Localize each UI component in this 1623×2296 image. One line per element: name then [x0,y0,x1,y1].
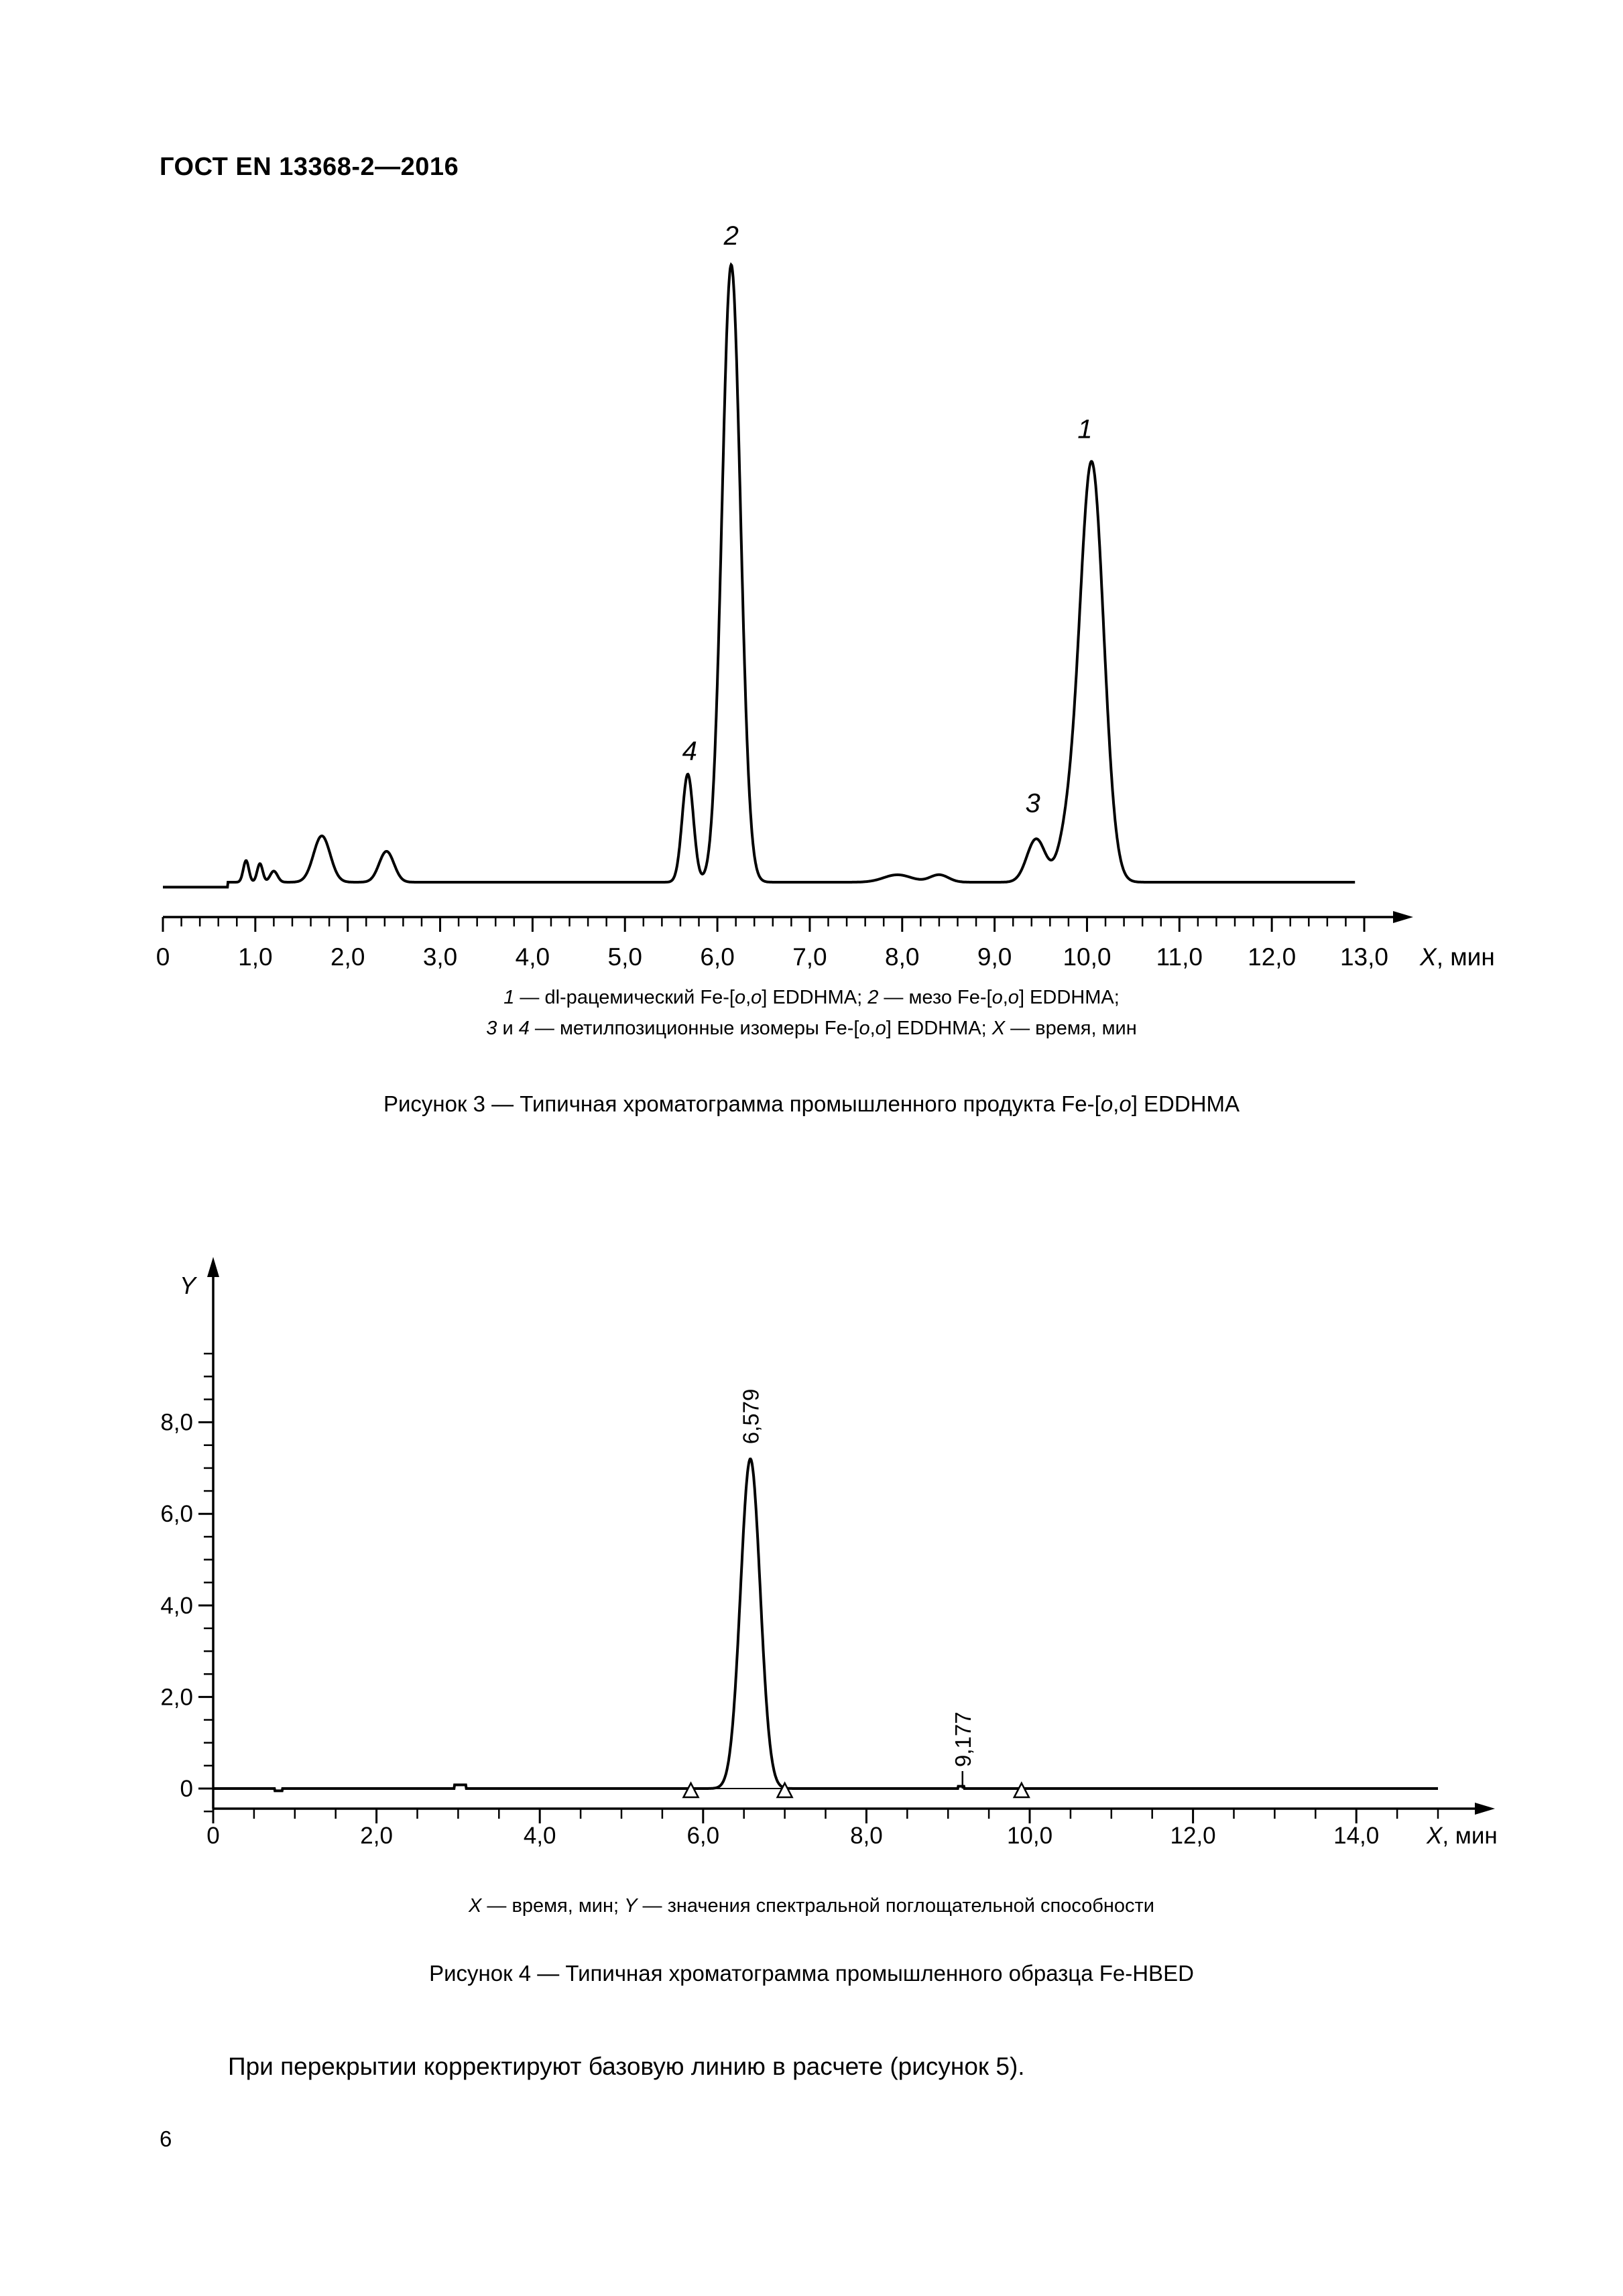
figure3-legend-run: 2 [867,987,879,1008]
figure3-legend-run: 4 [518,1018,530,1039]
figure3-legend: 1 — dl-рацемический Fe-[o,o] EDDHMA; 2 —… [0,982,1623,1044]
figure3-caption: Рисунок 3 — Типичная хроматограмма промы… [0,1091,1623,1117]
figure3-legend-run: o [734,987,746,1008]
figure3-legend-run: o [1008,987,1019,1008]
x-tick-label: 14,0 [1333,1823,1379,1849]
baseline-marker [1012,1781,1030,1799]
x-tick-label: 10,0 [1063,943,1111,971]
page-number: 6 [160,2126,172,2151]
x-tick-label: 6,0 [686,1823,719,1849]
baseline-marker [682,1781,700,1799]
x-tick-label: 2,0 [330,943,365,971]
chromatogram-trace [213,1457,1438,1793]
x-tick-label: 0 [156,943,170,971]
peak-label: 4 [682,736,697,766]
figure4-legend-run: — время, мин; [481,1895,625,1917]
x-tick-label: 0 [206,1823,219,1849]
figure3-legend-run: — метилпозиционные изомеры Fe-[ [529,1018,859,1039]
x-tick-label: 1,0 [238,943,272,971]
x-tick-label: 12,0 [1248,943,1296,971]
figure4-legend-run: Y [624,1895,638,1917]
peak-label: 1 [1077,414,1092,444]
figure3-legend-run: и [497,1018,519,1039]
figure3-legend-run: , [1002,987,1008,1008]
body-paragraph: При перекрытии корректируют базовую лини… [228,2053,1025,2080]
y-tick-label: 2,0 [160,1684,193,1710]
x-tick-label: 13,0 [1340,943,1388,971]
x-tick-label: 4,0 [524,1823,556,1849]
x-tick-label: 6,0 [700,943,734,971]
document-header: ГОСТ EN 13368-2—2016 [160,153,459,181]
figure4-legend: X — время, мин; Y — значения спектрально… [0,1890,1623,1921]
x-axis-label: X, мин [1419,943,1495,971]
figure3-caption-run: o [1119,1091,1132,1116]
figure3-caption-run: o [1100,1091,1114,1116]
chromatogram-trace [163,262,1356,889]
y-tick-label: 8,0 [160,1410,193,1436]
figure3-caption-run: , [1113,1091,1120,1116]
figure3-legend-run: o [991,987,1003,1008]
x-tick-label: 2,0 [360,1823,393,1849]
x-axis-arrow [1475,1803,1495,1815]
x-tick-label: 7,0 [792,943,827,971]
figure3-legend-line2: 3 и 4 — метилпозиционные изомеры Fe-[o,o… [0,1013,1623,1044]
figure3-legend-run: , [745,987,752,1008]
x-tick-label: 8,0 [850,1823,883,1849]
figure3-legend-run: ] EDDHMA; [1018,987,1120,1008]
peak-label: 2 [723,221,739,251]
figure4-legend-run: — значения спектральной поглощательной с… [637,1895,1155,1917]
x-tick-label: 4,0 [516,943,550,971]
x-tick-label: 9,0 [977,943,1012,971]
x-axis-label: X, мин [1426,1823,1498,1849]
peak-retention-label: 6,579 [738,1389,763,1445]
x-axis-arrow [1393,911,1413,923]
figure3-legend-run: — dl-рацемический Fe-[ [514,987,735,1008]
y-tick-label: 0 [180,1776,193,1802]
x-tick-label: 12,0 [1170,1823,1216,1849]
figure3-legend-run: — мезо Fe-[ [878,987,992,1008]
figure3-legend-run: o [859,1018,870,1039]
figure4-caption: Рисунок 4 — Типичная хроматограмма промы… [0,1961,1623,1986]
x-tick-label: 8,0 [885,943,919,971]
figure3-caption-run: Рисунок 3 — Типичная хроматограмма промы… [383,1091,1101,1116]
figure3-legend-run: , [869,1018,876,1039]
x-tick-label: 5,0 [608,943,642,971]
y-tick-label: 4,0 [160,1593,193,1619]
figure3-chart: 0 1,0 2,0 3,0 4,0 5,0 6,0 7,0 8,0 9,0 10,0 11,0 12,0… [156,221,1495,971]
figure3-legend-run: o [875,1018,886,1039]
x-tick-label: 3,0 [423,943,457,971]
baseline-marker [776,1781,794,1799]
y-axis-label: Y [180,1272,198,1299]
peak-label: 3 [1026,788,1040,818]
figure3-legend-run: ] EDDHMA; [762,987,868,1008]
y-axis-arrow [207,1257,219,1277]
figure3-legend-run: o [751,987,762,1008]
figure4-caption-run: Рисунок 4 — Типичная хроматограмма промы… [429,1961,1194,1986]
figure4-chart: 0 2,0 4,0 6,0 8,0 10,0 12,0 14,0 0 2,0 4,0 6,0 8,0 X,… [160,1257,1498,1849]
figure3-legend-line1: 1 — dl-рацемический Fe-[o,o] EDDHMA; 2 —… [0,982,1623,1013]
figure3-legend-run: X [991,1018,1006,1039]
peak-retention-label: 9,177 [951,1711,975,1767]
y-tick-label: 6,0 [160,1501,193,1527]
figure3-legend-run: 1 [503,987,515,1008]
figure3-caption-run: ] EDDHMA [1131,1091,1240,1116]
figure4-legend-run: X [468,1895,482,1917]
x-tick-label: 10,0 [1007,1823,1053,1849]
figure3-legend-run: ] EDDHMA; [886,1018,992,1039]
figure3-legend-run: — время, мин [1005,1018,1137,1039]
figure3-legend-run: 3 [486,1018,497,1039]
x-tick-label: 11,0 [1156,943,1203,971]
